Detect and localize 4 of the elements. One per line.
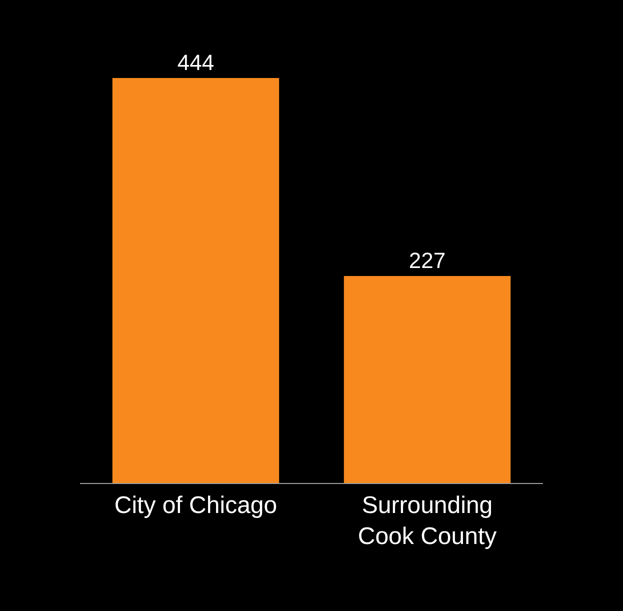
- x-tick-label: City of Chicago: [114, 492, 278, 519]
- data-label: 444: [177, 50, 214, 75]
- x-tick-label: Surrounding Cook County: [358, 492, 497, 550]
- data-label: 227: [408, 248, 446, 273]
